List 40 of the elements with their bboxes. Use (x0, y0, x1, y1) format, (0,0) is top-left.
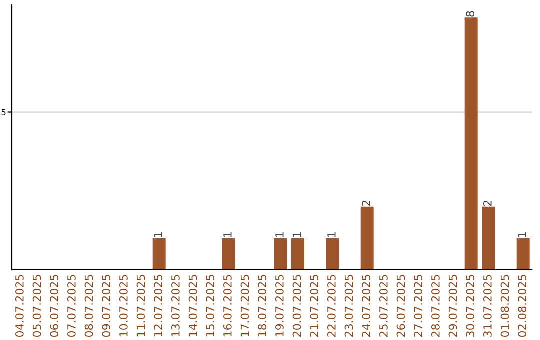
x-tick-label: 25.07.2025 (379, 275, 388, 337)
x-tick-label: 21.07.2025 (310, 275, 319, 337)
x-tick-label: 01.08.2025 (500, 275, 510, 338)
x-tick-label: 12.07.2025 (154, 275, 163, 337)
x-tick-label: 24.07.2025 (362, 275, 371, 337)
x-tick-label: 19.07.2025 (275, 275, 284, 337)
x-tick-label: 17.07.2025 (240, 275, 250, 337)
data-label: 1 (518, 232, 526, 238)
x-tick-label: 20.07.2025 (292, 275, 302, 337)
x-tick-label: 30.07.2025 (466, 275, 475, 337)
x-tick-label: 26.07.2025 (396, 275, 406, 337)
x-tick-label: 09.07.2025 (102, 275, 111, 338)
data-label: 2 (362, 200, 370, 206)
x-tick-label: 16.07.2025 (223, 275, 232, 337)
x-tick-label: 15.07.2025 (206, 275, 215, 337)
data-label: 8 (466, 11, 475, 17)
x-tick-label: 07.07.2025 (67, 275, 76, 338)
x-tick-label: 08.07.2025 (84, 275, 94, 338)
x-tick-label: 04.07.2025 (15, 275, 24, 338)
x-tick-label: 27.07.2025 (414, 275, 423, 337)
data-label: 1 (276, 232, 284, 238)
x-tick-label: 14.07.2025 (188, 275, 198, 337)
data-label: 1 (224, 232, 232, 238)
x-tick-label: 29.07.2025 (448, 275, 458, 337)
x-tick-label: 31.07.2025 (483, 275, 492, 337)
data-label: 1 (292, 232, 302, 238)
data-label: 2 (483, 200, 492, 206)
x-tick-label: 13.07.2025 (171, 275, 180, 337)
x-tick-label: 11.07.2025 (136, 275, 146, 337)
x-tick-label: 05.07.2025 (32, 275, 42, 338)
x-tick-label: 10.07.2025 (119, 275, 128, 337)
data-label: 1 (154, 232, 162, 238)
data-label: 1 (328, 232, 336, 238)
x-tick-label: 23.07.2025 (344, 275, 354, 337)
x-tick-label: 22.07.2025 (327, 275, 336, 337)
y-tick-label: 5 (2, 109, 6, 116)
x-tick-label: 28.07.2025 (431, 275, 440, 337)
x-tick-label: 02.08.2025 (518, 275, 527, 338)
x-tick-label: 18.07.2025 (258, 275, 267, 337)
x-tick-label: 06.07.2025 (50, 275, 59, 338)
